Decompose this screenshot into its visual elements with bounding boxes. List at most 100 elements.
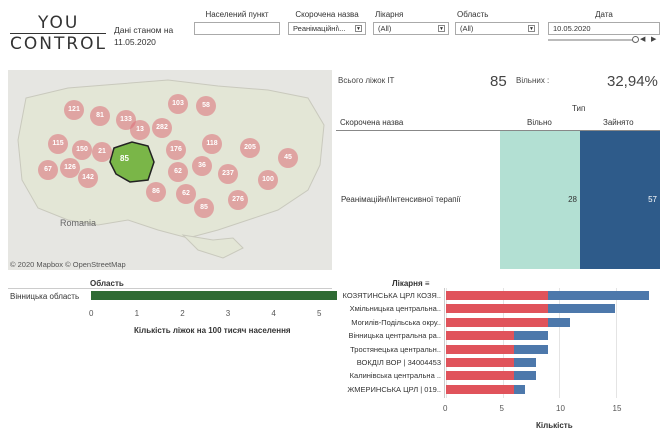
sort-icon[interactable]: ≡: [424, 279, 430, 288]
hospital-chart-tick: 0: [443, 404, 448, 413]
region-bubble[interactable]: 282: [152, 118, 172, 138]
taken-cell[interactable]: 57: [580, 131, 660, 269]
region-bubble[interactable]: 36: [192, 156, 212, 176]
region-chart-header: Область: [90, 279, 124, 288]
short-name-column-header[interactable]: Скорочена назва: [340, 118, 404, 127]
region-bubble[interactable]: 150: [72, 140, 92, 160]
short-name-filter-label: Скорочена назва: [295, 10, 359, 19]
region-bubble[interactable]: 176: [166, 140, 186, 160]
hospital-bar-free[interactable]: [547, 291, 650, 300]
hospital-chart-header-label: Лікарня: [392, 279, 423, 288]
region-bubble[interactable]: 62: [176, 184, 196, 204]
region-bubble[interactable]: 85: [194, 198, 214, 218]
hospital-chart-header[interactable]: Лікарня ≡: [392, 279, 430, 288]
region-bubble[interactable]: 103: [168, 94, 188, 114]
region-value: (All): [460, 24, 474, 33]
chevron-down-icon[interactable]: ▼: [528, 25, 535, 32]
hospital-bar-taken[interactable]: [446, 331, 514, 341]
logo-line2: CONTROL: [10, 33, 108, 54]
date-filter-label: Дата: [595, 10, 613, 19]
region-bubble[interactable]: 86: [146, 182, 166, 202]
short-name-dropdown[interactable]: Реанімаційні\... ▼: [288, 22, 366, 35]
hospital-chart-axis-title: Кількість: [536, 421, 573, 430]
hospital-bar-label[interactable]: ВОКДІЛ ВОР | 34004453: [356, 358, 441, 367]
region-bubble[interactable]: 276: [228, 190, 248, 210]
settlement-input[interactable]: [194, 22, 280, 35]
hospital-bar-taken[interactable]: [446, 344, 514, 354]
region-bubble[interactable]: 115: [48, 134, 68, 154]
region-bubble[interactable]: 62: [168, 162, 188, 182]
free-label: Вільних :: [516, 76, 550, 85]
hospital-bar-taken[interactable]: [446, 384, 514, 394]
gridline: [446, 288, 447, 398]
date-slider[interactable]: ◀ ▶: [548, 36, 660, 44]
hospital-bar-taken[interactable]: [446, 371, 514, 381]
region-bubble[interactable]: 118: [202, 134, 222, 154]
as-of-date: Дані станом на 11.05.2020: [114, 25, 174, 47]
region-bubble[interactable]: 81: [90, 106, 110, 126]
region-filter-label: Область: [457, 10, 489, 19]
table-header-divider: [336, 130, 660, 131]
region-bubble[interactable]: 67: [38, 160, 58, 180]
hospital-chart-axis-line: [444, 288, 445, 398]
hospital-bar-free[interactable]: [513, 371, 537, 381]
hospital-bar-free[interactable]: [513, 358, 537, 367]
region-bubble[interactable]: 13: [130, 120, 150, 140]
date-input[interactable]: 10.05.2020: [548, 22, 660, 35]
free-cell[interactable]: 28: [500, 131, 580, 269]
chevron-down-icon[interactable]: ▼: [438, 25, 445, 32]
slider-thumb[interactable]: [632, 36, 639, 43]
hospital-bar-taken[interactable]: [446, 291, 548, 300]
short-name-filter: Скорочена назва Реанімаційні\... ▼: [288, 10, 366, 35]
region-bubble[interactable]: 45: [278, 148, 298, 168]
hospital-bar-free[interactable]: [513, 344, 548, 354]
chevron-left-icon[interactable]: ◀: [640, 36, 646, 43]
hospital-bar-label[interactable]: Тростянецька центральн..: [350, 344, 441, 354]
table-row-name[interactable]: Реанімаційні\Інтенсивної терапії: [341, 195, 461, 204]
hospital-bar-label[interactable]: КОЗЯТИНСЬКА ЦРЛ КОЗЯ..: [342, 291, 441, 300]
hospital-bar-label[interactable]: ЖМЕРИНСЬКА ЦРЛ | 019..: [347, 384, 441, 394]
hospital-bar-label[interactable]: Вінницька центральна ра..: [348, 331, 441, 341]
slider-track: [548, 39, 636, 41]
region-chart-axis-title: Кількість ліжок на 100 тисяч населення: [134, 326, 291, 335]
free-cell-value: 28: [568, 195, 577, 204]
region-bubble[interactable]: 205: [240, 138, 260, 158]
gridline: [559, 288, 560, 398]
hospital-bar-free[interactable]: [513, 331, 548, 341]
region-bubble[interactable]: 100: [258, 170, 278, 190]
region-bubble[interactable]: 126: [60, 158, 80, 178]
gridline: [615, 288, 617, 398]
region-bubble[interactable]: 21: [92, 142, 112, 162]
map-attribution[interactable]: © 2020 Mapbox © OpenStreetMap: [10, 260, 126, 269]
region-bubble[interactable]: 121: [64, 100, 84, 120]
region-bar[interactable]: [91, 291, 338, 300]
crimea-outline: [181, 234, 244, 259]
free-column-header[interactable]: Вільно: [527, 118, 552, 127]
hospital-bar-free[interactable]: [547, 304, 616, 314]
hospital-bar-label[interactable]: Калинівська центральна ..: [349, 371, 441, 381]
hospital-bar-label[interactable]: Хмільницька центральна..: [349, 304, 441, 314]
region-bubble[interactable]: 142: [78, 168, 98, 188]
hospital-bar-taken[interactable]: [446, 358, 514, 367]
region-bar-label[interactable]: Вінницька область: [10, 292, 80, 301]
hospital-bar-free[interactable]: [513, 384, 526, 394]
region-chart-tick: 5: [317, 309, 322, 318]
chevron-down-icon[interactable]: ▼: [355, 25, 362, 32]
hospital-bar-taken[interactable]: [446, 304, 548, 314]
taken-column-header[interactable]: Зайнято: [603, 118, 634, 127]
hospital-bar-taken[interactable]: [446, 317, 548, 327]
gridline: [502, 288, 504, 398]
region-bubble[interactable]: 237: [218, 164, 238, 184]
hospital-bar-free[interactable]: [547, 317, 571, 327]
region-dropdown[interactable]: (All) ▼: [455, 22, 539, 35]
region-bubble[interactable]: 58: [196, 96, 216, 116]
hospital-value: (All): [378, 24, 392, 33]
hospital-dropdown[interactable]: (All) ▼: [373, 22, 449, 35]
hospital-bar-label[interactable]: Могилів-Подільська окру..: [351, 317, 441, 327]
total-beds-value: 85: [490, 73, 507, 90]
region-chart-tick: 0: [89, 309, 94, 318]
chevron-right-icon[interactable]: ▶: [651, 36, 657, 43]
ukraine-map[interactable]: 121 81 133 103 58 115 150 13 282 176 21 …: [8, 70, 332, 270]
selected-region[interactable]: [109, 141, 155, 183]
region-chart-divider: [8, 288, 332, 289]
